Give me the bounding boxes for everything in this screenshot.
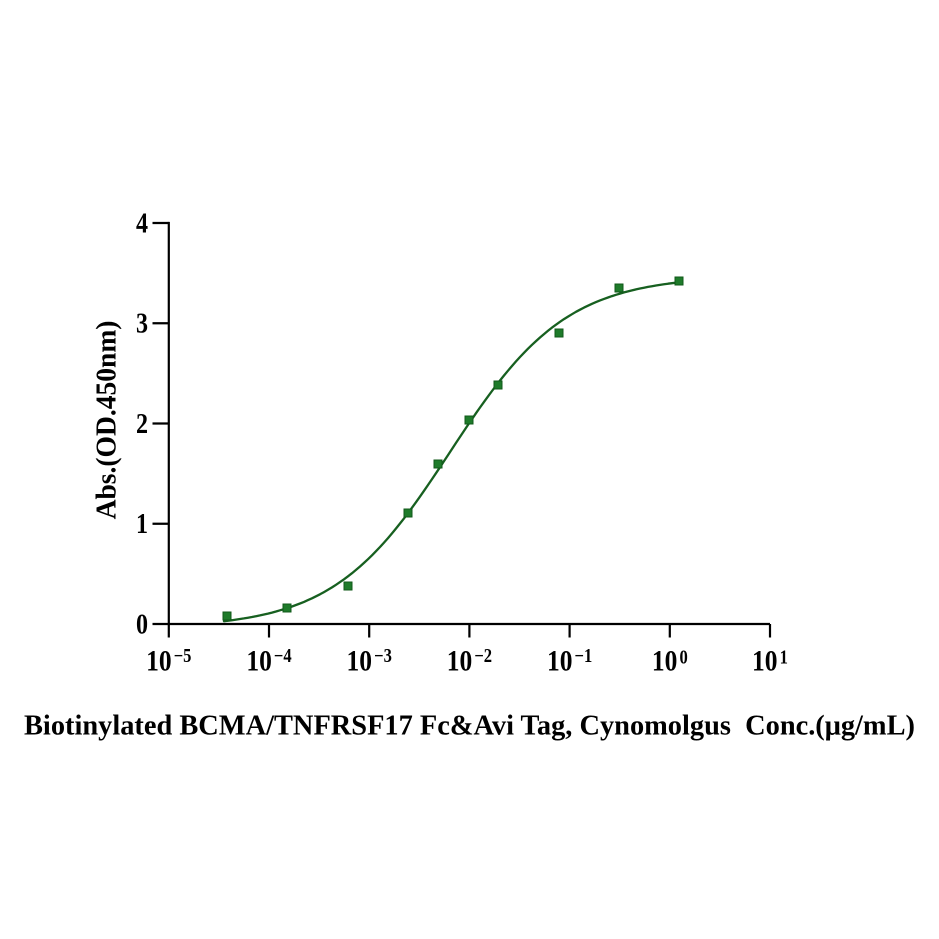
svg-text:101: 10 1 xyxy=(752,645,788,678)
svg-text:Biotinylated BCMA/TNFRSF17 Fc&: Biotinylated BCMA/TNFRSF17 Fc&Avi Tag, C… xyxy=(24,711,915,742)
svg-text:3: 3 xyxy=(136,306,148,339)
svg-text:0: 0 xyxy=(136,607,148,640)
svg-text:Abs.(OD.450nm): Abs.(OD.450nm) xyxy=(91,321,123,520)
svg-text:1: 1 xyxy=(136,507,148,540)
svg-text:4: 4 xyxy=(136,206,148,239)
svg-text:2: 2 xyxy=(136,407,148,440)
